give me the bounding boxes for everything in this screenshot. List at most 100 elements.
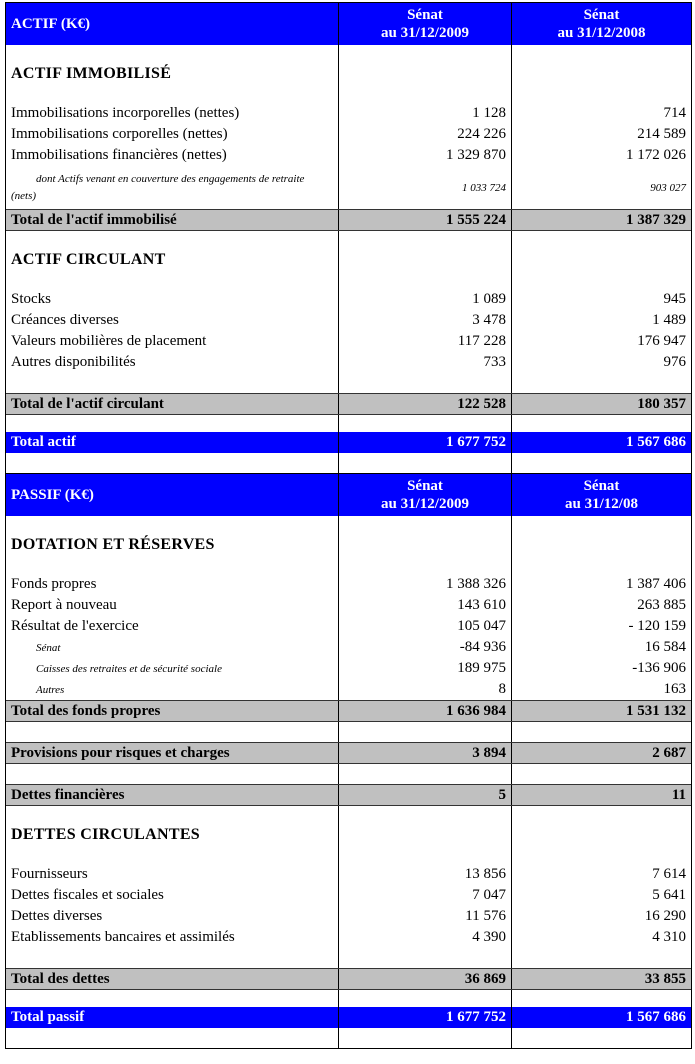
total-row: Provisions pour risques et charges 3 894 2… (6, 742, 691, 764)
value-2009 (338, 516, 511, 574)
row-label: Stocks (11, 291, 52, 307)
value-2008: 2 687 (511, 743, 691, 763)
row-label: Valeurs mobilières de placement (11, 333, 207, 349)
row-label: Provisions pour risques et charges (11, 744, 230, 761)
row-label: Total de l'actif circulant (11, 395, 164, 412)
item-row: Dettes diverses 11 576 16 290 (6, 906, 691, 927)
value-2009 (338, 990, 511, 1007)
row-label: Dettes financières (11, 786, 125, 803)
sub-row: Autres 8 163 (6, 679, 691, 700)
value-2009: 1 636 984 (338, 701, 511, 721)
row-label: ACTIF IMMOBILISÉ (11, 65, 172, 82)
value-2008 (511, 415, 691, 432)
value-2009: 5 (338, 785, 511, 805)
row-label: Immobilisations financières (nettes) (11, 147, 227, 163)
balance-sheet-table: ACTIF (K€) Sénat au 31/12/2009 Sénat au 31… (5, 2, 692, 1049)
value-2009: 224 226 (338, 124, 511, 145)
spacer-row (6, 1028, 691, 1048)
value-2008: 714 (511, 103, 691, 124)
spacer-row (6, 948, 691, 968)
value-2008: 7 614 (511, 864, 691, 885)
value-2009: 189 975 (338, 658, 511, 679)
value-2008: 1 531 132 (511, 701, 691, 721)
value-2008 (511, 1028, 691, 1048)
row-label: DOTATION ET RÉSERVES (11, 536, 215, 553)
row-label: Etablissements bancaires et assimilés (11, 929, 235, 945)
section-row: DETTES CIRCULANTES (6, 806, 691, 864)
spacer-row (6, 990, 691, 1007)
value-2009 (338, 45, 511, 103)
value-2009: 36 869 (338, 969, 511, 989)
value-2009: 3 478 (338, 310, 511, 331)
note-row: dont Actifs venant en couverture des eng… (6, 166, 691, 209)
value-2009: -84 936 (338, 637, 511, 658)
value-2008 (511, 45, 691, 103)
value-2008: Sénat au 31/12/2008 (511, 3, 691, 45)
row-label (6, 948, 338, 968)
row-label: Dettes fiscales et sociales (11, 887, 164, 903)
item-row: Etablissements bancaires et assimilés 4 3… (6, 927, 691, 948)
item-row: Créances diverses 3 478 1 489 (6, 310, 691, 331)
row-label: dont Actifs venant en couverture des eng… (11, 172, 305, 202)
value-2009: 1 128 (338, 103, 511, 124)
row-label: ACTIF (K€) (11, 15, 91, 32)
sub-row: Sénat -84 936 16 584 (6, 637, 691, 658)
spacer-row (6, 722, 691, 742)
row-label (6, 1028, 338, 1048)
row-label: Total passif (11, 1009, 85, 1025)
row-label (6, 990, 338, 1007)
value-2009 (338, 722, 511, 742)
row-label: Total des dettes (11, 970, 110, 987)
value-2008: 33 855 (511, 969, 691, 989)
item-row: Immobilisations corporelles (nettes) 224 … (6, 124, 691, 145)
value-2009: 122 528 (338, 394, 511, 414)
row-label: Total actif (11, 434, 76, 450)
item-row: Autres disponibilités 733 976 (6, 352, 691, 373)
value-2009: 1 388 326 (338, 574, 511, 595)
value-2009 (338, 231, 511, 289)
row-label: Immobilisations corporelles (nettes) (11, 126, 228, 142)
item-row: Fonds propres 1 388 326 1 387 406 (6, 574, 691, 595)
value-2009: 143 610 (338, 595, 511, 616)
value-2009 (338, 806, 511, 864)
total-row: Total de l'actif circulant 122 528 180 357 (6, 393, 691, 415)
value-2008: 1 567 686 (511, 1007, 691, 1028)
header-row: ACTIF (K€) Sénat au 31/12/2009 Sénat au 31… (6, 2, 691, 45)
spacer-row (6, 764, 691, 784)
row-label (6, 415, 338, 432)
value-2009 (338, 948, 511, 968)
value-2008: 214 589 (511, 124, 691, 145)
value-2008 (511, 516, 691, 574)
value-2008: 1 387 329 (511, 210, 691, 230)
value-2009: 1 555 224 (338, 210, 511, 230)
item-row: Valeurs mobilières de placement 117 228 17… (6, 331, 691, 352)
value-2008 (511, 806, 691, 864)
value-2008: 945 (511, 289, 691, 310)
value-2009: 13 856 (338, 864, 511, 885)
row-label (6, 373, 338, 393)
value-2008: 903 027 (511, 166, 691, 209)
value-2008: 263 885 (511, 595, 691, 616)
row-label: Report à nouveau (11, 597, 117, 613)
value-2008: 976 (511, 352, 691, 373)
header-row: PASSIF (K€) Sénat au 31/12/2009 Sénat au 3… (6, 473, 691, 516)
value-2008: - 120 159 (511, 616, 691, 637)
row-label (6, 453, 338, 473)
row-label: Dettes diverses (11, 908, 103, 924)
value-2008 (511, 231, 691, 289)
item-row: Dettes fiscales et sociales 7 047 5 641 (6, 885, 691, 906)
spacer-row (6, 453, 691, 473)
row-label: PASSIF (K€) (11, 486, 94, 503)
item-row: Fournisseurs 13 856 7 614 (6, 864, 691, 885)
item-row: Stocks 1 089 945 (6, 289, 691, 310)
row-label: ACTIF CIRCULANT (11, 251, 166, 268)
value-2009: 117 228 (338, 331, 511, 352)
value-2009: 1 033 724 (338, 166, 511, 209)
value-2009: 1 677 752 (338, 432, 511, 453)
value-2009 (338, 415, 511, 432)
total-row: Total des dettes 36 869 33 855 (6, 968, 691, 990)
value-2008 (511, 948, 691, 968)
value-2008: 16 584 (511, 637, 691, 658)
grand-row: Total passif 1 677 752 1 567 686 (6, 1007, 691, 1028)
section-row: ACTIF IMMOBILISÉ (6, 45, 691, 103)
